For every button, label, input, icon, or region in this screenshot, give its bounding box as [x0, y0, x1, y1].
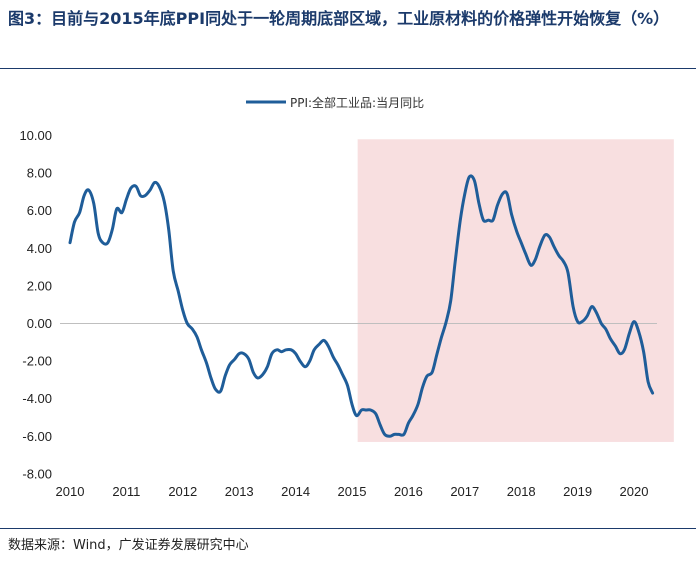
y-tick-label: 0.00 — [27, 316, 52, 331]
x-tick-label: 2015 — [338, 484, 367, 499]
x-tick-label: 2014 — [281, 484, 310, 499]
y-tick-label: 8.00 — [27, 166, 52, 181]
title-divider — [0, 68, 696, 69]
y-tick-label: 10.00 — [19, 128, 52, 143]
ppi-series-line — [68, 174, 655, 438]
x-tick-label: 2012 — [168, 484, 197, 499]
x-tick-label: 2017 — [450, 484, 479, 499]
y-tick-label: -4.00 — [22, 391, 52, 406]
figure-title: 图3：目前与2015年底PPI同处于一轮周期底部区域，工业原材料的价格弹性开始恢… — [8, 9, 670, 28]
legend: PPI:全部工业品:当月同比 — [246, 95, 424, 110]
y-tick-label: 6.00 — [27, 203, 52, 218]
footer-divider — [0, 528, 696, 529]
x-tick-label: 2019 — [563, 484, 592, 499]
x-tick-label: 2013 — [225, 484, 254, 499]
source-note: 数据来源：Wind，广发证券发展研究中心 — [8, 538, 249, 553]
x-tick-label: 2020 — [620, 484, 649, 499]
x-tick-label: 2010 — [56, 484, 85, 499]
y-tick-label: -2.00 — [22, 354, 52, 369]
y-tick-label: 4.00 — [27, 241, 52, 256]
shaded-region — [357, 139, 674, 442]
y-tick-label: -6.00 — [22, 429, 52, 444]
y-tick-label: 2.00 — [27, 278, 52, 293]
legend-label: PPI:全部工业品:当月同比 — [290, 95, 424, 110]
y-tick-label: -8.00 — [22, 466, 52, 481]
y-axis-ticks: 10.00 8.00 6.00 4.00 2.00 0.00 -2.00 -4.00 -6.00… — [19, 128, 52, 481]
x-axis-ticks: 2010 2011 2012 2013 2014 2015 2016 2017 2018 2019… — [56, 484, 649, 499]
ppi-line-chart: 10.00 8.00 6.00 4.00 2.00 0.00 -2.00 -4.00 -6.00… — [19, 95, 674, 499]
x-tick-label: 2018 — [507, 484, 536, 499]
x-tick-label: 2016 — [394, 484, 423, 499]
x-tick-label: 2011 — [112, 484, 140, 499]
